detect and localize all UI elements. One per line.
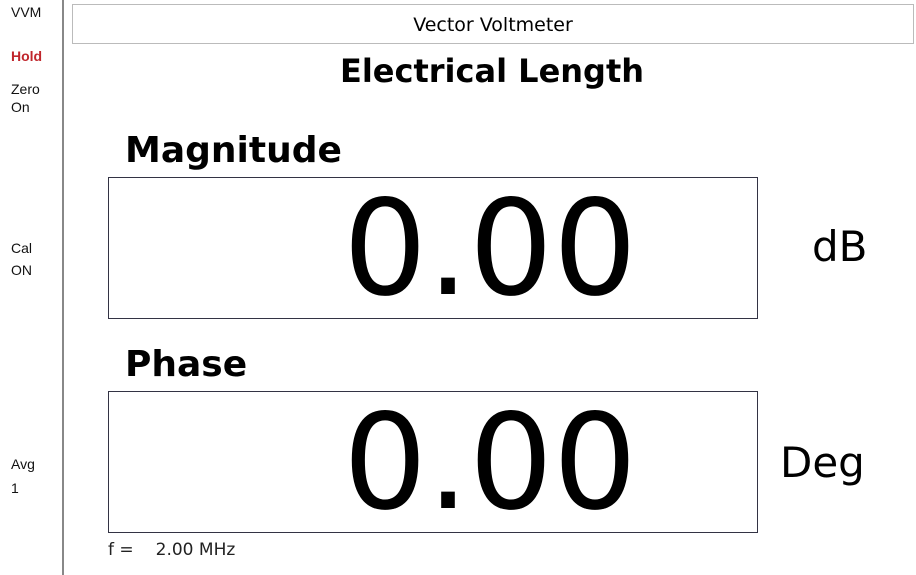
reading-value: 0.00 (343, 172, 637, 326)
reading-label: Magnitude (125, 130, 342, 171)
hold[interactable]: Hold (11, 48, 43, 64)
freq-label: f = (108, 540, 134, 560)
avg-state: 1 (11, 480, 19, 496)
subtitle: Electrical Length (339, 52, 645, 90)
reading-unit: dB (812, 222, 868, 271)
reading-box: 0.00 (108, 172, 758, 326)
mode: VVM (11, 4, 42, 20)
reading-label: Phase (125, 344, 248, 385)
cal[interactable]: Cal (11, 240, 33, 256)
header-title: Vector Voltmeter (72, 4, 914, 44)
sidebar: VVM Hold Zero On Cal ON Avg 1 (0, 0, 64, 575)
freq-value: 2.00 MHz (155, 540, 236, 560)
frequency: f = 2.00 MHz (108, 540, 235, 560)
avg[interactable]: Avg (11, 456, 35, 472)
reading-box: 0.00 (108, 386, 758, 540)
reading-value: 0.00 (343, 386, 637, 540)
cal-state: ON (11, 262, 32, 278)
zero[interactable]: Zero (11, 81, 40, 97)
zero-state: On (11, 99, 30, 115)
reading-unit: Deg (780, 438, 865, 487)
